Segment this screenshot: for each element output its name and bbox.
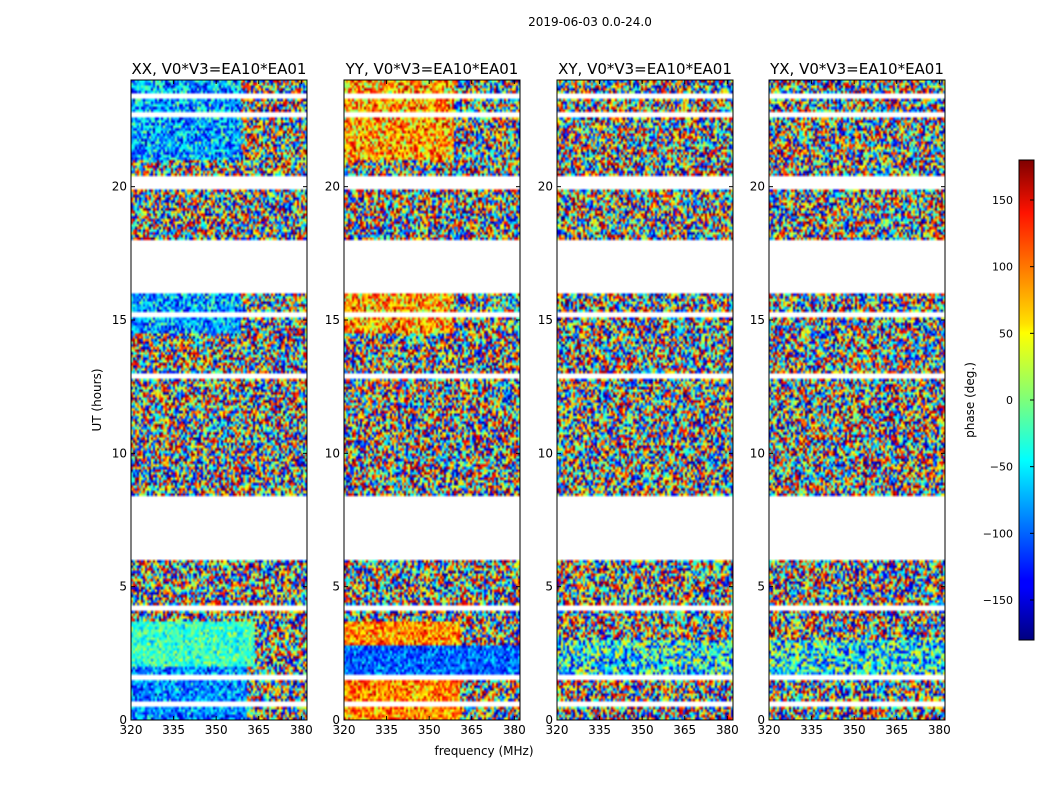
figure-suptitle: 2019-06-03 0.0-24.0: [528, 15, 652, 29]
x-tick-label: 320: [546, 723, 569, 737]
x-tick-label: 380: [928, 723, 951, 737]
y-tick-label: 0: [757, 713, 765, 727]
x-tick-label: 335: [588, 723, 611, 737]
y-axis-label: UT (hours): [90, 368, 104, 431]
colorbar-tick-label: −50: [990, 461, 1013, 474]
colorbar-tick-label: 50: [999, 327, 1013, 340]
x-tick-label: 335: [162, 723, 185, 737]
colorbar-tick-label: 0: [1006, 394, 1013, 407]
y-tick-label: 0: [332, 713, 340, 727]
colorbar-tick-label: −100: [983, 527, 1013, 540]
colorbar-label: phase (deg.): [963, 362, 977, 438]
x-tick-label: 350: [631, 723, 654, 737]
x-tick-label: 320: [758, 723, 781, 737]
panel-title: YX, V0*V3=EA10*EA01: [769, 60, 944, 78]
y-tick-label: 20: [112, 180, 127, 194]
y-tick-label: 20: [750, 180, 765, 194]
y-tick-label: 15: [112, 313, 127, 327]
y-tick-label: 5: [332, 580, 340, 594]
y-tick-label: 15: [538, 313, 553, 327]
y-tick-label: 5: [545, 580, 553, 594]
colorbar: −150 −100 −50 0 50 100 150 phase (deg.): [963, 159, 1035, 641]
panel-frame: [343, 79, 521, 721]
x-tick-label: 320: [120, 723, 143, 737]
y-tick-label: 20: [538, 180, 553, 194]
y-tick-label: 20: [325, 180, 340, 194]
x-tick-label: 365: [673, 723, 696, 737]
panel-yx-heatmap: [769, 80, 945, 720]
y-tick-label: 0: [119, 713, 127, 727]
y-tick-label: 5: [119, 580, 127, 594]
panel-frame: [130, 79, 308, 721]
panel-title: XY, V0*V3=EA10*EA01: [558, 60, 732, 78]
x-tick-label: 350: [205, 723, 228, 737]
panel-xx-heatmap: [131, 80, 307, 720]
panels-layer: XX, V0*V3=EA10*EA01 320 335 350 365 380 0 5 10 15…: [112, 60, 951, 737]
panel-yx: YX, V0*V3=EA10*EA01 320 335 350 365 380 0 5 10 15…: [750, 60, 951, 737]
panel-yy-heatmap: [344, 80, 520, 720]
x-tick-label: 380: [290, 723, 313, 737]
y-tick-label: 10: [538, 446, 553, 460]
y-tick-label: 10: [750, 446, 765, 460]
x-tick-label: 335: [375, 723, 398, 737]
x-tick-label: 335: [800, 723, 823, 737]
panel-title: YY, V0*V3=EA10*EA01: [345, 60, 519, 78]
colorbar-tick-label: 150: [992, 194, 1013, 207]
y-tick-label: 15: [750, 313, 765, 327]
panel-yy: YY, V0*V3=EA10*EA01 320 335 350 365 380 0 5 10 15…: [325, 60, 526, 737]
y-tick-label: 10: [325, 446, 340, 460]
colorbar-ticks: −150 −100 −50 0 50 100 150: [983, 194, 1034, 607]
panel-frame: [556, 79, 734, 721]
x-tick-label: 350: [418, 723, 441, 737]
panel-xy: XY, V0*V3=EA10*EA01 320 335 350 365 380 0 5 10 15…: [538, 60, 739, 737]
panel-xy-heatmap: [557, 80, 733, 720]
x-axis-label: frequency (MHz): [434, 744, 533, 758]
x-tick-label: 365: [247, 723, 270, 737]
colorbar-tick-label: −150: [983, 594, 1013, 607]
y-tick-label: 10: [112, 446, 127, 460]
x-tick-label: 365: [460, 723, 483, 737]
x-tick-label: 365: [885, 723, 908, 737]
y-tick-label: 15: [325, 313, 340, 327]
panel-title: XX, V0*V3=EA10*EA01: [132, 60, 307, 78]
x-tick-label: 380: [716, 723, 739, 737]
panel-xx: XX, V0*V3=EA10*EA01 320 335 350 365 380 0 5 10 15…: [112, 60, 313, 737]
y-tick-label: 5: [757, 580, 765, 594]
colorbar-tick-label: 100: [992, 261, 1013, 274]
panel-frame: [768, 79, 946, 721]
x-tick-label: 320: [333, 723, 356, 737]
x-tick-label: 350: [843, 723, 866, 737]
x-tick-label: 380: [503, 723, 526, 737]
y-tick-label: 0: [545, 713, 553, 727]
